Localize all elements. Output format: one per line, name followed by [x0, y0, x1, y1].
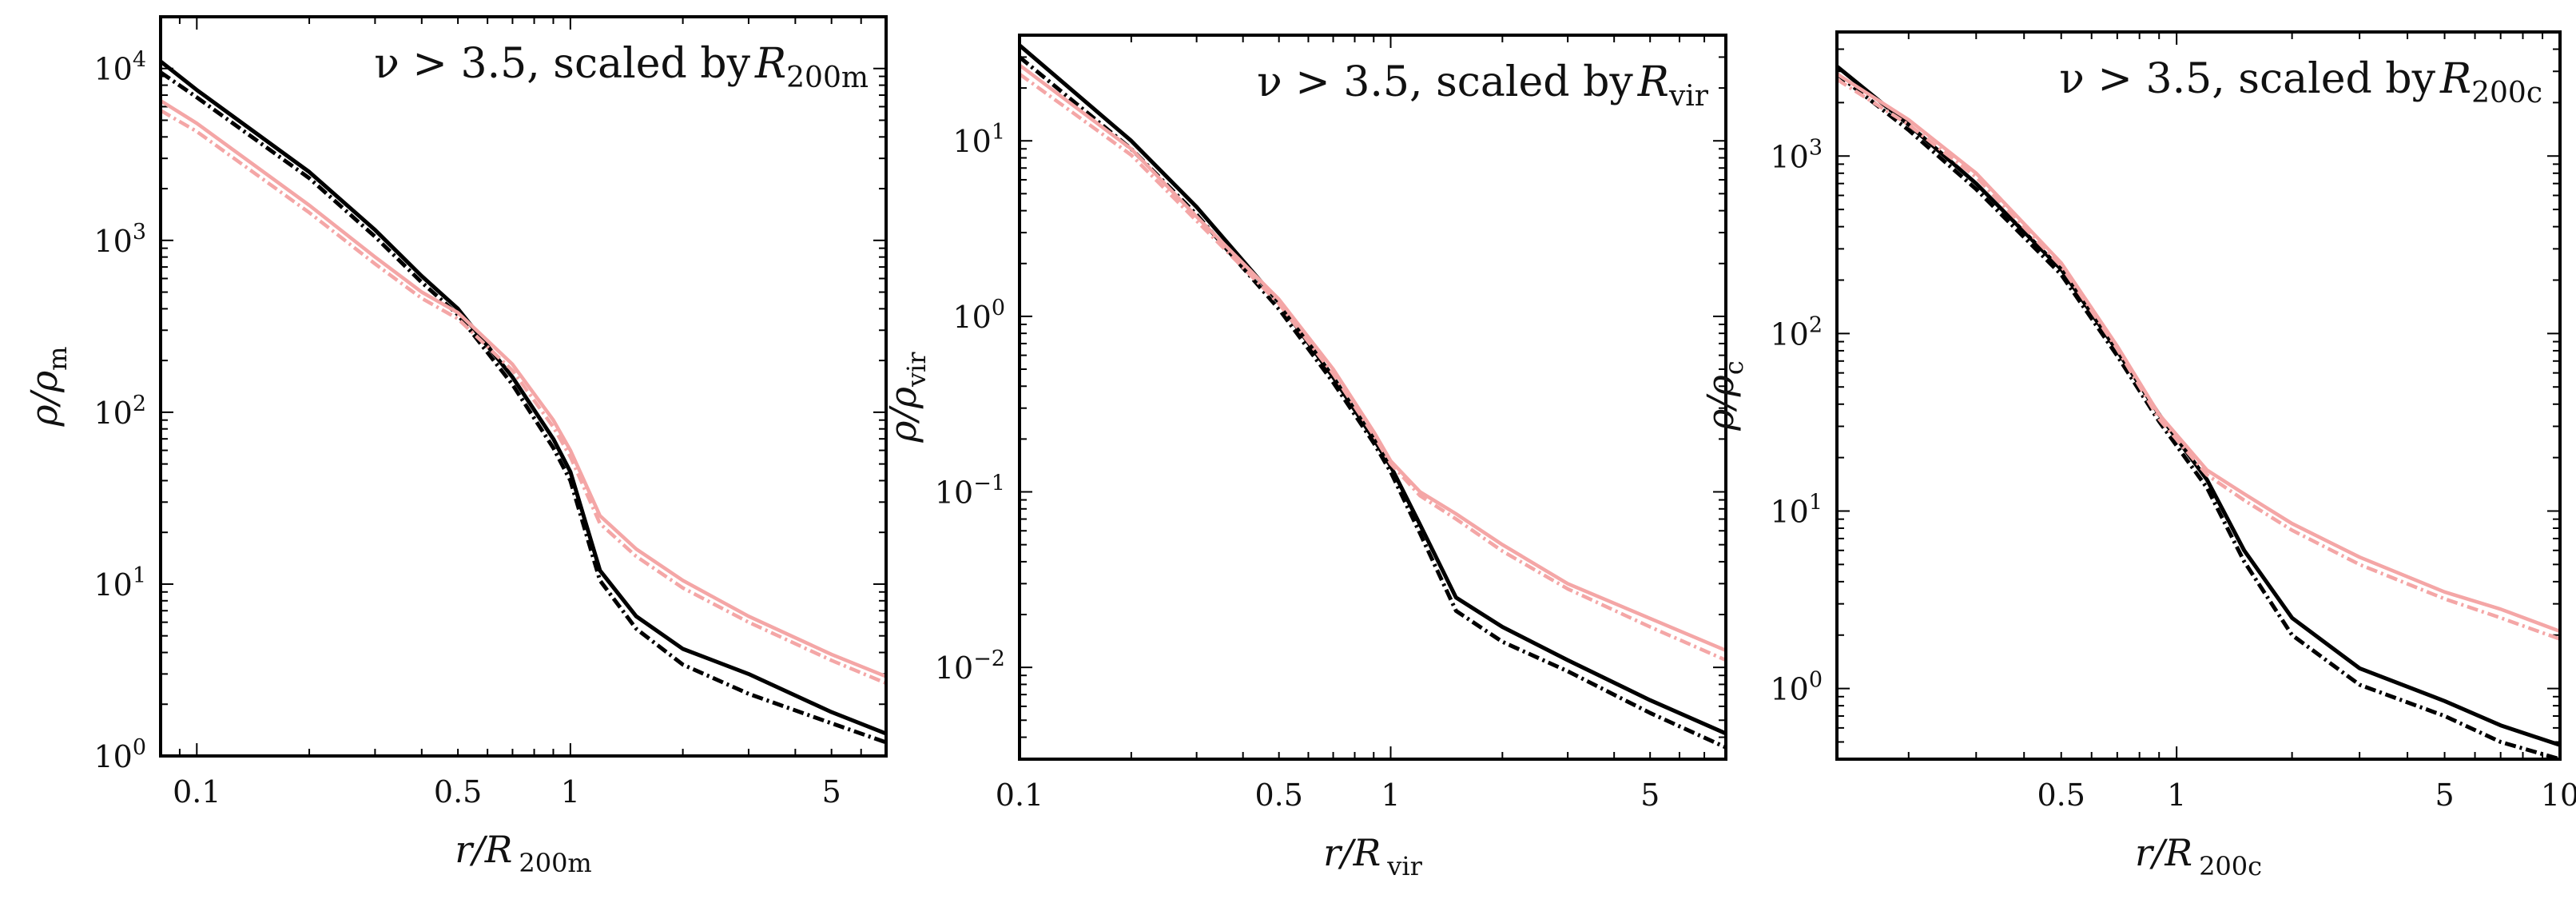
y-tick-label: 103 — [93, 220, 146, 259]
series-line-pink-solid — [161, 99, 886, 678]
x-tick-label: 1 — [2167, 778, 2186, 813]
chart-title: ν > 3.5, scaled by Rvir — [1257, 58, 1709, 113]
y-tick-label: 100 — [93, 735, 146, 774]
y-tick-label: 10−1 — [935, 471, 1005, 511]
x-tick-label: 0.1 — [173, 774, 221, 809]
series-line-pink-solid — [1837, 72, 2560, 634]
chart-panel-1: 0.1 0.5 1 5 100 101 102 103 104 r/R 200m ρ/ρm ν > 3.… — [22, 15, 888, 878]
y-tick-label: 101 — [93, 563, 146, 603]
series-line-black-dashed — [161, 70, 886, 745]
series-line-black-solid — [161, 59, 886, 736]
y-tick-label: 104 — [93, 48, 146, 87]
series-line-pink-dashed — [161, 109, 886, 686]
x-tick-label: 5 — [2435, 778, 2454, 813]
series-line-pink-dashed — [1837, 78, 2560, 641]
x-tick-label: 1 — [561, 774, 580, 809]
series-line-black-dashed — [1837, 72, 2560, 759]
series-line-black-solid — [1020, 43, 1726, 736]
x-axis-label: r/R 200m — [455, 828, 592, 878]
plot-frame — [159, 15, 888, 758]
x-axis-label: r/R 200c — [2135, 831, 2262, 881]
x-tick-label: 0.1 — [996, 778, 1044, 813]
chart-title: ν > 3.5, scaled by R200c — [2059, 55, 2542, 109]
x-axis-label: r/R vir — [1323, 831, 1422, 881]
y-tick-label: 101 — [1770, 490, 1823, 529]
series-line-black-solid — [1837, 65, 2560, 747]
y-tick-label: 10−2 — [935, 646, 1005, 686]
y-axis-label: ρ/ρc — [1699, 360, 1749, 432]
series-line-pink-dashed — [1020, 72, 1726, 662]
y-tick-label: 103 — [1770, 135, 1823, 174]
x-tick-label: 1 — [1381, 778, 1400, 813]
y-tick-label: 102 — [93, 392, 146, 431]
y-tick-label: 100 — [952, 296, 1005, 335]
x-tick-label: 5 — [1640, 778, 1660, 813]
y-tick-label: 101 — [952, 120, 1005, 159]
series-line-black-dashed — [1020, 55, 1726, 750]
chart-title: ν > 3.5, scaled by R200m — [374, 40, 869, 94]
plot-frame — [1018, 34, 1727, 761]
x-tick-label: 0.5 — [1254, 778, 1302, 813]
chart-panel-3: 0.5 1 5 10 100 101 102 103 r/R 200c ρ/ρc ν > 3.5, s… — [1699, 30, 2576, 881]
x-tick-label: 0.5 — [434, 774, 482, 809]
x-tick-label: 0.5 — [2037, 778, 2085, 813]
x-tick-label: 10 — [2541, 778, 2576, 813]
y-axis-label: ρ/ρvir — [881, 352, 932, 444]
x-tick-label: 5 — [822, 774, 841, 809]
y-tick-label: 102 — [1770, 312, 1823, 352]
chart-panel-2: 0.1 0.5 1 5 10−2 10−1 100 101 r/R vir ρ/ρvir ν > 3.… — [881, 34, 1727, 881]
y-tick-label: 100 — [1770, 668, 1823, 707]
plot-frame — [1835, 30, 2562, 761]
y-axis-label: ρ/ρm — [22, 347, 73, 428]
